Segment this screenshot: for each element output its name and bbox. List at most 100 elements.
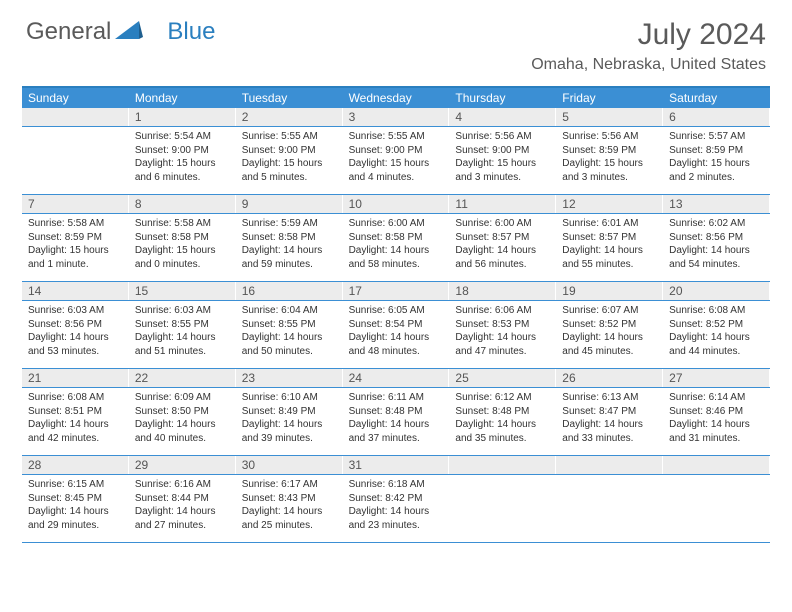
date-row: 21222324252627 (22, 369, 770, 388)
daylight-text: and 37 minutes. (349, 432, 444, 446)
day-header-row: Sunday Monday Tuesday Wednesday Thursday… (22, 88, 770, 108)
sunrise-text: Sunrise: 5:55 AM (242, 130, 337, 144)
daylight-text: Daylight: 14 hours (562, 331, 657, 345)
day-cell: Sunrise: 6:13 AMSunset: 8:47 PMDaylight:… (556, 388, 663, 455)
sunset-text: Sunset: 9:00 PM (135, 144, 230, 158)
daylight-text: Daylight: 14 hours (349, 244, 444, 258)
sunset-text: Sunset: 8:53 PM (455, 318, 550, 332)
title-block: July 2024 Omaha, Nebraska, United States (531, 18, 766, 74)
daylight-text: Daylight: 14 hours (28, 505, 123, 519)
day-cell: Sunrise: 6:17 AMSunset: 8:43 PMDaylight:… (236, 475, 343, 542)
sunset-text: Sunset: 8:59 PM (28, 231, 123, 245)
date-cell: 12 (556, 195, 663, 213)
date-cell: 18 (449, 282, 556, 300)
daylight-text: Daylight: 15 hours (242, 157, 337, 171)
day-cell: Sunrise: 6:12 AMSunset: 8:48 PMDaylight:… (449, 388, 556, 455)
brand-part2: Blue (167, 18, 215, 46)
month-title: July 2024 (531, 18, 766, 52)
day-cell: Sunrise: 5:57 AMSunset: 8:59 PMDaylight:… (663, 127, 770, 194)
content-row: Sunrise: 6:03 AMSunset: 8:56 PMDaylight:… (22, 301, 770, 369)
day-cell: Sunrise: 5:59 AMSunset: 8:58 PMDaylight:… (236, 214, 343, 281)
sunset-text: Sunset: 8:59 PM (562, 144, 657, 158)
sunrise-text: Sunrise: 6:15 AM (28, 478, 123, 492)
date-cell: 22 (129, 369, 236, 387)
sunset-text: Sunset: 8:50 PM (135, 405, 230, 419)
day-cell: Sunrise: 6:04 AMSunset: 8:55 PMDaylight:… (236, 301, 343, 368)
daylight-text: and 25 minutes. (242, 519, 337, 533)
day-cell: Sunrise: 6:10 AMSunset: 8:49 PMDaylight:… (236, 388, 343, 455)
sunset-text: Sunset: 8:48 PM (349, 405, 444, 419)
sunset-text: Sunset: 8:52 PM (669, 318, 764, 332)
day-cell: Sunrise: 6:03 AMSunset: 8:55 PMDaylight:… (129, 301, 236, 368)
page-header: General Blue July 2024 Omaha, Nebraska, … (0, 0, 792, 78)
daylight-text: Daylight: 14 hours (562, 244, 657, 258)
day-cell: Sunrise: 6:06 AMSunset: 8:53 PMDaylight:… (449, 301, 556, 368)
sunrise-text: Sunrise: 6:08 AM (669, 304, 764, 318)
sunrise-text: Sunrise: 5:57 AM (669, 130, 764, 144)
daylight-text: and 44 minutes. (669, 345, 764, 359)
sunrise-text: Sunrise: 6:14 AM (669, 391, 764, 405)
daylight-text: and 55 minutes. (562, 258, 657, 272)
sunrise-text: Sunrise: 5:58 AM (28, 217, 123, 231)
sunset-text: Sunset: 8:43 PM (242, 492, 337, 506)
day-cell: Sunrise: 5:55 AMSunset: 9:00 PMDaylight:… (236, 127, 343, 194)
day-header: Monday (129, 88, 236, 108)
date-cell: 31 (343, 456, 450, 474)
sunrise-text: Sunrise: 6:08 AM (28, 391, 123, 405)
date-cell: 7 (22, 195, 129, 213)
date-cell: 15 (129, 282, 236, 300)
content-row: Sunrise: 5:58 AMSunset: 8:59 PMDaylight:… (22, 214, 770, 282)
date-cell: 19 (556, 282, 663, 300)
daylight-text: and 53 minutes. (28, 345, 123, 359)
day-cell (22, 127, 129, 194)
day-cell: Sunrise: 5:58 AMSunset: 8:58 PMDaylight:… (129, 214, 236, 281)
day-cell: Sunrise: 6:11 AMSunset: 8:48 PMDaylight:… (343, 388, 450, 455)
daylight-text: and 3 minutes. (562, 171, 657, 185)
daylight-text: Daylight: 14 hours (242, 331, 337, 345)
day-cell: Sunrise: 5:55 AMSunset: 9:00 PMDaylight:… (343, 127, 450, 194)
date-cell: 25 (449, 369, 556, 387)
location-text: Omaha, Nebraska, United States (531, 56, 766, 74)
daylight-text: and 31 minutes. (669, 432, 764, 446)
date-cell: 4 (449, 108, 556, 126)
daylight-text: Daylight: 14 hours (28, 418, 123, 432)
daylight-text: Daylight: 14 hours (455, 244, 550, 258)
day-header: Wednesday (343, 88, 450, 108)
daylight-text: and 48 minutes. (349, 345, 444, 359)
day-cell: Sunrise: 6:18 AMSunset: 8:42 PMDaylight:… (343, 475, 450, 542)
day-header: Friday (556, 88, 663, 108)
daylight-text: and 39 minutes. (242, 432, 337, 446)
daylight-text: Daylight: 15 hours (28, 244, 123, 258)
sunset-text: Sunset: 8:51 PM (28, 405, 123, 419)
sunset-text: Sunset: 9:00 PM (455, 144, 550, 158)
day-cell: Sunrise: 6:15 AMSunset: 8:45 PMDaylight:… (22, 475, 129, 542)
sunrise-text: Sunrise: 6:09 AM (135, 391, 230, 405)
daylight-text: and 51 minutes. (135, 345, 230, 359)
sunrise-text: Sunrise: 6:13 AM (562, 391, 657, 405)
day-cell: Sunrise: 5:56 AMSunset: 8:59 PMDaylight:… (556, 127, 663, 194)
day-cell: Sunrise: 6:02 AMSunset: 8:56 PMDaylight:… (663, 214, 770, 281)
daylight-text: and 27 minutes. (135, 519, 230, 533)
daylight-text: Daylight: 14 hours (242, 244, 337, 258)
sunset-text: Sunset: 9:00 PM (349, 144, 444, 158)
daylight-text: Daylight: 14 hours (135, 418, 230, 432)
day-cell: Sunrise: 6:09 AMSunset: 8:50 PMDaylight:… (129, 388, 236, 455)
daylight-text: Daylight: 15 hours (455, 157, 550, 171)
daylight-text: Daylight: 14 hours (242, 418, 337, 432)
sunrise-text: Sunrise: 6:11 AM (349, 391, 444, 405)
daylight-text: Daylight: 14 hours (669, 331, 764, 345)
sunrise-text: Sunrise: 6:05 AM (349, 304, 444, 318)
daylight-text: and 50 minutes. (242, 345, 337, 359)
sunset-text: Sunset: 8:44 PM (135, 492, 230, 506)
day-cell: Sunrise: 6:08 AMSunset: 8:52 PMDaylight:… (663, 301, 770, 368)
daylight-text: and 29 minutes. (28, 519, 123, 533)
sunrise-text: Sunrise: 5:59 AM (242, 217, 337, 231)
sunset-text: Sunset: 8:58 PM (135, 231, 230, 245)
daylight-text: Daylight: 14 hours (28, 331, 123, 345)
daylight-text: and 59 minutes. (242, 258, 337, 272)
day-cell (449, 475, 556, 542)
daylight-text: and 56 minutes. (455, 258, 550, 272)
day-cell: Sunrise: 5:58 AMSunset: 8:59 PMDaylight:… (22, 214, 129, 281)
sunset-text: Sunset: 8:56 PM (28, 318, 123, 332)
daylight-text: and 4 minutes. (349, 171, 444, 185)
